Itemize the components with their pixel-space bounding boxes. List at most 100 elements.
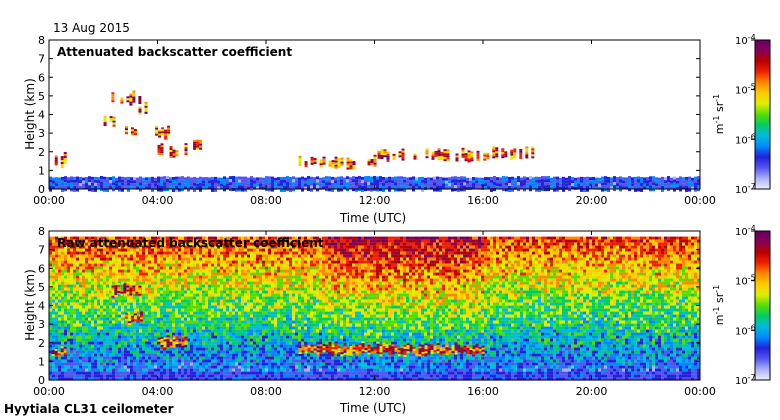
heatmap-cell [76,269,79,273]
heatmap-cell [190,239,193,243]
heatmap-cell [256,365,259,369]
heatmap-cell [268,341,271,345]
heatmap-cell [142,356,145,360]
heatmap-cell [244,356,247,360]
heatmap-cell [148,371,151,375]
heatmap-cell [268,263,271,267]
heatmap-cell [52,245,55,249]
heatmap-cell [244,257,247,261]
heatmap-cell [64,371,67,375]
heatmap-cell [181,182,184,186]
heatmap-cell [676,186,679,190]
heatmap-cell [82,287,85,291]
heatmap-cell [121,308,124,312]
heatmap-cell [211,365,214,369]
heatmap-cell [217,293,220,297]
heatmap-cell [241,356,244,360]
heatmap-cell [502,176,505,180]
cloud-cell [483,156,487,159]
heatmap-cell [172,368,175,372]
heatmap-cell [130,341,133,345]
heatmap-cell [184,281,187,285]
heatmap-cell [229,377,232,381]
heatmap-cell [205,341,208,345]
heatmap-cell [142,377,145,381]
heatmap-cell [109,287,112,291]
heatmap-cell [91,242,94,246]
heatmap-cell [184,362,187,366]
heatmap-cell [175,245,178,249]
heatmap-cell [328,179,331,183]
heatmap-cell [166,323,169,327]
heatmap-cell [253,257,256,261]
heatmap-cell [226,302,229,306]
cloud-cell [386,159,390,162]
heatmap-cell [136,338,139,342]
heatmap-cell [181,326,184,330]
heatmap-cell [73,287,76,291]
heatmap-cell [133,272,136,276]
heatmap-cell [235,302,238,306]
heatmap-cell [58,281,61,285]
heatmap-cell [178,269,181,273]
heatmap-cell [79,344,82,348]
heatmap-cell [175,284,178,288]
heatmap-cell [157,317,160,321]
heatmap-cell [55,281,58,285]
heatmap-cell [442,180,445,184]
heatmap-cell [124,183,127,187]
heatmap-cell [187,185,190,189]
heatmap-cell [49,251,52,255]
heatmap-cell [268,314,271,318]
heatmap-cell [109,359,112,363]
cloud-cell [157,146,161,149]
heatmap-cell [217,356,220,360]
heatmap-cell [88,365,91,369]
heatmap-cell [115,338,118,342]
heatmap-cell [130,257,133,261]
heatmap-cell [556,182,559,186]
heatmap-cell [223,317,226,321]
heatmap-cell [454,179,457,183]
heatmap-cell [145,368,148,372]
heatmap-cell [205,305,208,309]
cloud-cell [467,150,471,153]
heatmap-cell [211,341,214,345]
heatmap-cell [55,245,58,249]
heatmap-cell [652,182,655,186]
heatmap-cell [229,371,232,375]
heatmap-cell [499,180,502,184]
heatmap-cell [361,179,364,183]
heatmap-cell [148,275,151,279]
heatmap-cell [85,314,88,318]
heatmap-cell [169,257,172,261]
heatmap-cell [364,179,367,183]
y-tick-label: 4 [38,109,45,122]
heatmap-cell [394,182,397,186]
heatmap-cell [154,374,157,378]
heatmap-cell [265,251,268,255]
cloud-cell [443,151,447,154]
cloud-cell [461,147,465,150]
heatmap-cell [136,257,139,261]
heatmap-cell [223,305,226,309]
heatmap-cell [163,326,166,330]
heatmap-cell [79,377,82,381]
heatmap-cell [70,263,73,267]
heatmap-cell [637,179,640,183]
heatmap-cell [319,180,322,184]
heatmap-cell [253,177,256,181]
heatmap-cell [364,188,367,192]
heatmap-cell [688,179,691,183]
heatmap-cell [184,311,187,315]
heatmap-cell [109,239,112,243]
heatmap-cell [76,266,79,270]
heatmap-cell [214,341,217,345]
heatmap-cell [139,254,142,258]
heatmap-cell [226,245,229,249]
heatmap-cell [130,296,133,300]
heatmap-cell [223,338,226,342]
heatmap-cell [172,371,175,375]
heatmap-cell [178,176,181,180]
heatmap-cell [244,305,247,309]
